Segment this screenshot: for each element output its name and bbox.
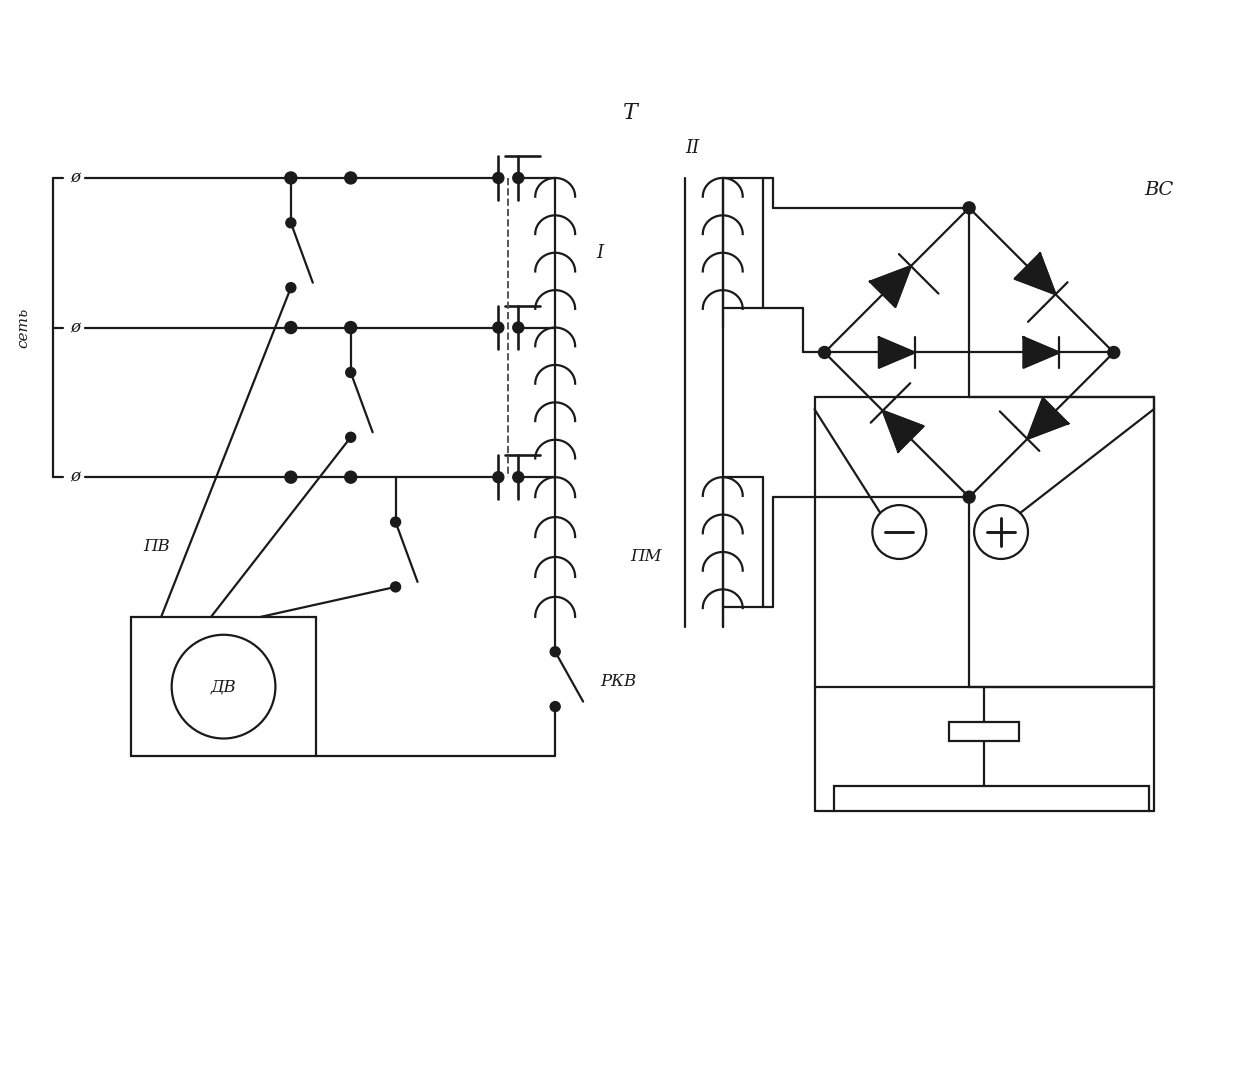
Circle shape — [492, 322, 504, 333]
Text: ø: ø — [70, 468, 80, 486]
Text: ДВ: ДВ — [211, 678, 236, 695]
Circle shape — [286, 283, 296, 292]
Polygon shape — [870, 266, 911, 307]
Polygon shape — [1015, 253, 1055, 295]
Text: ПВ: ПВ — [143, 538, 170, 555]
Circle shape — [391, 517, 401, 527]
Bar — [132, 616, 315, 757]
Polygon shape — [883, 411, 923, 451]
Circle shape — [550, 647, 560, 657]
Circle shape — [345, 367, 355, 377]
Circle shape — [345, 433, 355, 442]
Polygon shape — [1027, 398, 1069, 439]
Text: ø: ø — [70, 320, 80, 336]
Text: T: T — [623, 102, 638, 124]
Circle shape — [550, 701, 560, 712]
Circle shape — [819, 347, 830, 359]
Text: сеть: сеть — [16, 308, 30, 348]
Circle shape — [344, 471, 357, 483]
Text: ПМ: ПМ — [631, 549, 662, 565]
Circle shape — [512, 472, 524, 483]
Circle shape — [344, 322, 357, 334]
Polygon shape — [879, 337, 914, 367]
Text: ø: ø — [70, 170, 80, 187]
Circle shape — [963, 491, 975, 503]
Bar — [950, 722, 1019, 741]
Circle shape — [285, 172, 296, 184]
Circle shape — [512, 322, 524, 333]
Bar — [834, 786, 1149, 811]
Text: ВС: ВС — [1144, 180, 1173, 199]
Circle shape — [344, 172, 357, 184]
Text: РКВ: РКВ — [600, 673, 637, 690]
Circle shape — [285, 322, 296, 334]
Circle shape — [286, 217, 296, 228]
Text: II: II — [686, 139, 700, 157]
Text: I: I — [597, 243, 604, 262]
Circle shape — [512, 173, 524, 184]
Circle shape — [492, 173, 504, 184]
Circle shape — [285, 471, 296, 483]
Bar — [815, 398, 1154, 687]
Circle shape — [1108, 347, 1120, 359]
Polygon shape — [1024, 337, 1059, 367]
Circle shape — [492, 472, 504, 483]
Circle shape — [391, 582, 401, 592]
Circle shape — [963, 202, 975, 214]
